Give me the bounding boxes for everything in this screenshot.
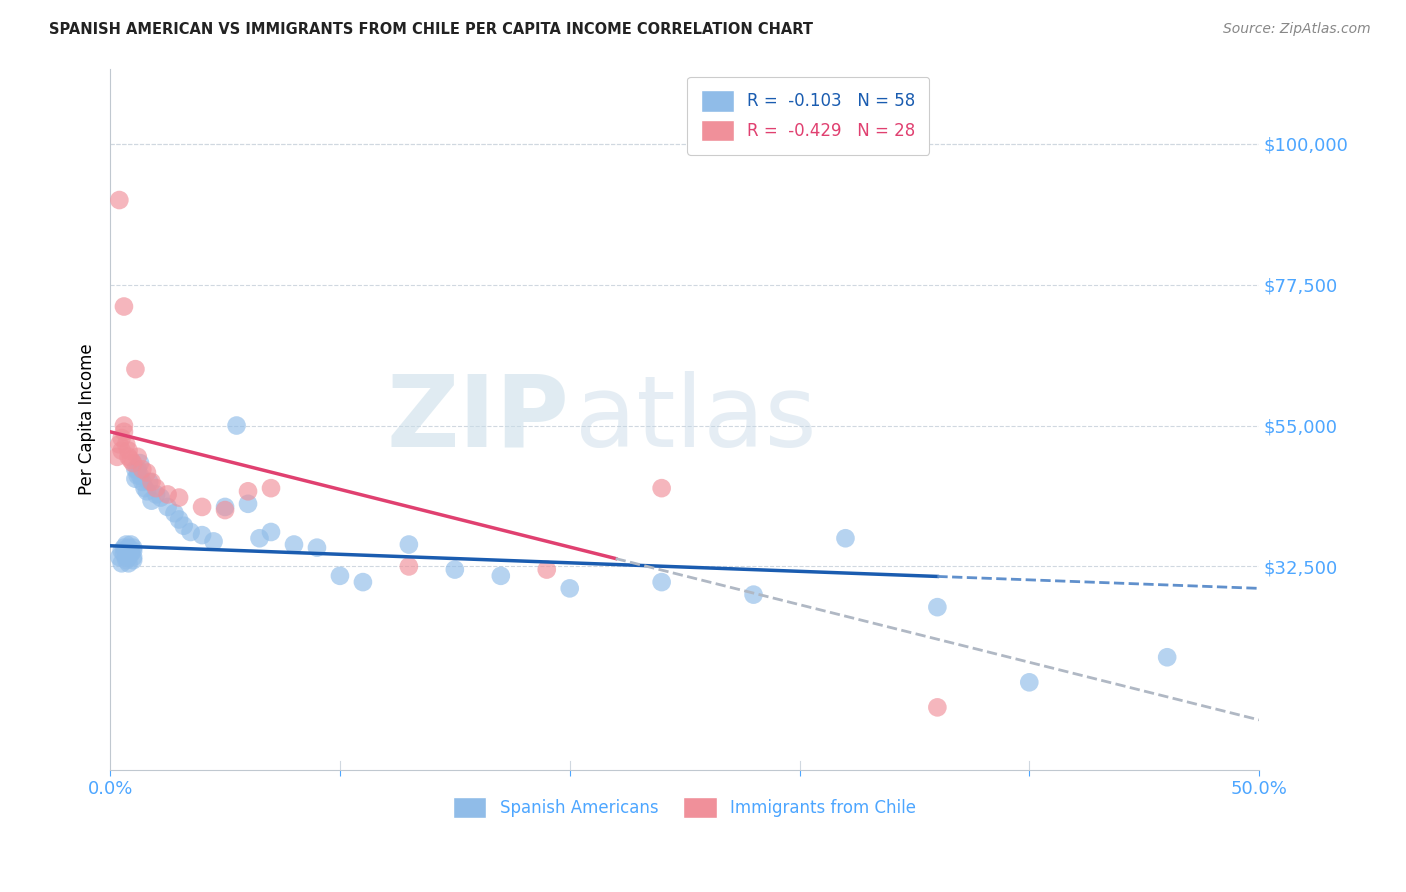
Point [489, 569, 512, 583]
Point [283, 537, 305, 551]
Point [112, 547, 135, 561]
Point [742, 588, 765, 602]
Point [352, 575, 374, 590]
Point [117, 450, 139, 464]
Point [115, 549, 138, 564]
Point [112, 418, 135, 433]
Point [112, 425, 135, 439]
Point [108, 549, 131, 564]
Point [124, 472, 146, 486]
Point [105, 450, 128, 464]
Point [651, 481, 673, 495]
Point [115, 537, 138, 551]
Point [180, 524, 202, 539]
Point [127, 462, 149, 476]
Point [127, 468, 149, 483]
Point [111, 443, 134, 458]
Point [1018, 675, 1040, 690]
Point [249, 531, 271, 545]
Point [927, 600, 949, 615]
Point [191, 528, 214, 542]
Point [131, 462, 153, 476]
Point [117, 557, 139, 571]
Point [117, 549, 139, 564]
Point [305, 541, 328, 555]
Point [122, 549, 145, 564]
Point [141, 493, 163, 508]
Point [260, 481, 283, 495]
Point [129, 456, 152, 470]
Point [108, 437, 131, 451]
Text: SPANISH AMERICAN VS IMMIGRANTS FROM CHILE PER CAPITA INCOME CORRELATION CHART: SPANISH AMERICAN VS IMMIGRANTS FROM CHIL… [49, 22, 813, 37]
Point [191, 500, 214, 514]
Point [122, 541, 145, 555]
Point [127, 450, 149, 464]
Point [214, 500, 236, 514]
Point [112, 300, 135, 314]
Y-axis label: Per Capita Income: Per Capita Income [79, 343, 96, 495]
Point [141, 475, 163, 489]
Text: Source: ZipAtlas.com: Source: ZipAtlas.com [1223, 22, 1371, 37]
Text: ZIP: ZIP [387, 371, 569, 467]
Point [108, 193, 131, 207]
Point [120, 547, 142, 561]
Point [145, 487, 167, 501]
Point [260, 524, 283, 539]
Point [156, 500, 179, 514]
Point [111, 431, 134, 445]
Point [163, 506, 186, 520]
Point [225, 418, 247, 433]
Point [236, 497, 259, 511]
Point [236, 484, 259, 499]
Point [145, 481, 167, 495]
Point [120, 543, 142, 558]
Point [131, 475, 153, 489]
Point [173, 518, 195, 533]
Point [1156, 650, 1178, 665]
Point [651, 575, 673, 590]
Point [202, 534, 225, 549]
Point [834, 531, 856, 545]
Point [927, 700, 949, 714]
Point [134, 481, 156, 495]
Point [124, 462, 146, 476]
Point [398, 559, 420, 574]
Point [115, 437, 138, 451]
Point [122, 456, 145, 470]
Point [558, 582, 581, 596]
Point [122, 543, 145, 558]
Legend: Spanish Americans, Immigrants from Chile: Spanish Americans, Immigrants from Chile [447, 790, 922, 825]
Point [443, 563, 465, 577]
Point [214, 503, 236, 517]
Point [111, 543, 134, 558]
Point [138, 475, 160, 489]
Point [111, 557, 134, 571]
Point [115, 553, 138, 567]
Text: atlas: atlas [575, 371, 817, 467]
Point [124, 362, 146, 376]
Point [135, 466, 157, 480]
Point [536, 563, 558, 577]
Point [117, 541, 139, 555]
Point [398, 537, 420, 551]
Point [122, 553, 145, 567]
Point [120, 537, 142, 551]
Point [115, 543, 138, 558]
Point [112, 541, 135, 555]
Point [120, 453, 142, 467]
Point [167, 512, 190, 526]
Point [117, 443, 139, 458]
Point [167, 491, 190, 505]
Point [129, 468, 152, 483]
Point [135, 484, 157, 499]
Point [149, 491, 172, 505]
Point [329, 569, 352, 583]
Point [156, 487, 179, 501]
